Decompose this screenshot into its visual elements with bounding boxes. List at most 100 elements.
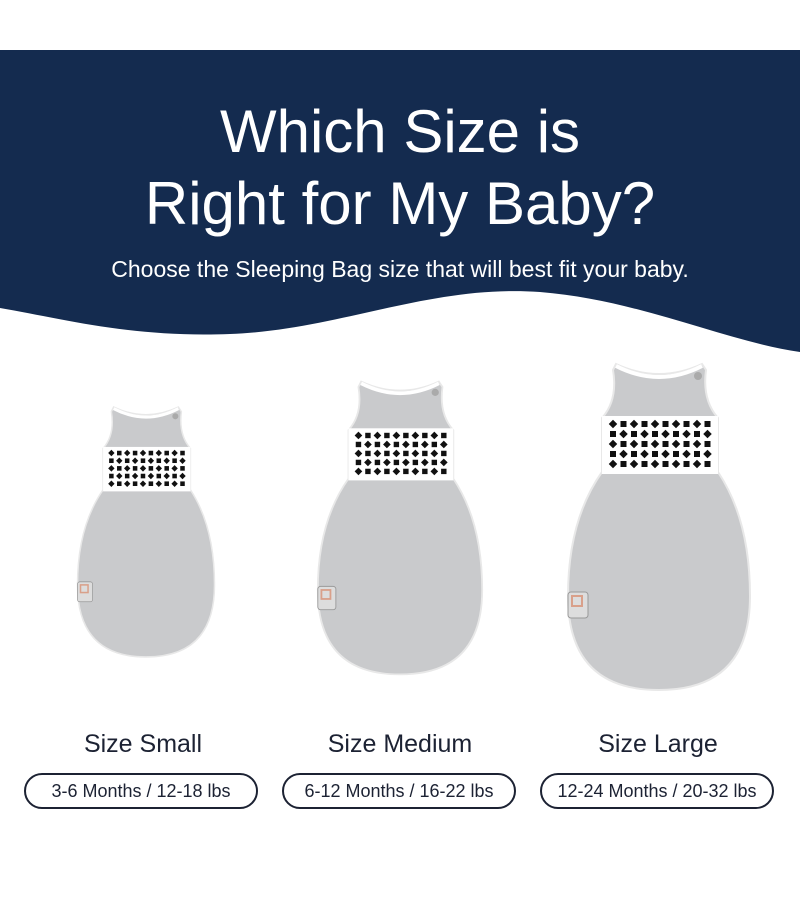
band-pattern-square — [164, 466, 169, 471]
band-pattern-square — [164, 450, 169, 456]
band-pattern-diamond — [139, 449, 147, 457]
band-pattern-square — [662, 461, 669, 467]
size-large-label: Size Large — [598, 730, 718, 758]
header-banner — [0, 50, 800, 352]
band-pattern-square — [704, 441, 711, 447]
band-pattern-square — [422, 468, 428, 475]
band-pattern-square — [393, 459, 400, 466]
band-pattern-diamond — [682, 449, 691, 459]
band-pattern-diamond — [640, 449, 649, 459]
band-pattern-diamond — [116, 457, 123, 464]
band-pattern-square — [140, 458, 146, 464]
band-pattern-square — [631, 431, 637, 437]
band-pattern-square — [662, 441, 669, 447]
band-pattern-square — [641, 421, 648, 427]
band-pattern-square — [164, 481, 169, 487]
size-large-range-badge: 12-24 Months / 20-32 lbs — [540, 773, 774, 809]
band-pattern-square — [132, 450, 138, 456]
band-pattern-square — [403, 468, 409, 475]
bag-band — [348, 428, 454, 481]
band-pattern-square — [124, 458, 130, 464]
page-subtitle: Choose the Sleeping Bag size that will b… — [111, 256, 689, 282]
band-pattern-square — [694, 451, 700, 457]
band-pattern-square — [441, 432, 447, 439]
band-pattern-diamond — [650, 439, 660, 449]
bag-neckline — [360, 381, 440, 396]
band-pattern-square — [148, 450, 154, 456]
band-pattern-square — [365, 450, 371, 457]
band-pattern-diamond — [108, 449, 115, 457]
band-pattern-square — [441, 468, 447, 475]
band-pattern-square — [683, 421, 690, 427]
band-pattern-diamond — [682, 429, 691, 439]
band-pattern-diamond — [147, 457, 155, 464]
band-pattern-diamond — [171, 465, 178, 472]
band-pattern-square — [610, 431, 616, 437]
band-pattern-square — [148, 466, 154, 471]
band-pattern-square — [620, 441, 627, 447]
band-pattern-square — [673, 431, 679, 437]
band-pattern-square — [117, 450, 122, 456]
band-pattern-diamond — [123, 449, 131, 457]
band-pattern-square — [384, 468, 390, 475]
bag-band — [103, 446, 191, 492]
band-pattern-diamond — [703, 429, 712, 439]
brand-logo-mark — [79, 584, 89, 594]
band-pattern-diamond — [179, 472, 186, 480]
page-title-line-2: Right for My Baby? — [144, 170, 656, 237]
band-pattern-square — [431, 441, 438, 448]
page-title-line-1: Which Size is — [219, 98, 581, 165]
band-pattern-square — [441, 450, 447, 457]
band-pattern-diamond — [155, 449, 162, 457]
band-pattern-square — [124, 473, 130, 479]
band-pattern-square — [180, 481, 185, 487]
band-pattern-square — [172, 458, 177, 464]
band-pattern-square — [620, 461, 627, 467]
band-pattern-diamond — [692, 459, 702, 469]
band-pattern-square — [156, 458, 162, 464]
band-pattern-square — [374, 441, 381, 448]
band-pattern-diamond — [155, 465, 162, 472]
band-pattern-square — [365, 432, 371, 439]
band-pattern-diamond — [179, 457, 186, 464]
bag-neckline — [112, 407, 180, 419]
band-pattern-diamond — [703, 449, 712, 459]
band-pattern-square — [610, 451, 616, 457]
band-pattern-square — [384, 432, 390, 439]
band-pattern-square — [422, 450, 428, 457]
band-pattern-square — [132, 481, 138, 487]
band-pattern-diamond — [171, 480, 178, 487]
band-pattern-square — [117, 481, 122, 487]
band-pattern-square — [156, 473, 162, 479]
band-pattern-square — [355, 441, 362, 448]
band-pattern-square — [148, 481, 154, 487]
band-pattern-diamond — [661, 449, 670, 459]
sleeping-bag-large-image — [566, 360, 752, 694]
shoulder-snap-icon — [694, 372, 702, 380]
band-pattern-square — [132, 466, 138, 471]
band-pattern-square — [140, 473, 146, 479]
size-small-label: Size Small — [83, 730, 203, 758]
band-pattern-square — [683, 441, 690, 447]
band-pattern-diamond — [116, 472, 123, 480]
size-medium-range-badge: 6-12 Months / 16-22 lbs — [282, 773, 516, 809]
band-pattern-diamond — [629, 459, 639, 469]
band-pattern-square — [403, 450, 409, 457]
band-pattern-square — [704, 421, 711, 427]
band-pattern-square — [683, 461, 690, 467]
band-pattern-square — [180, 466, 185, 471]
band-pattern-diamond — [171, 449, 178, 457]
band-pattern-square — [384, 450, 390, 457]
band-pattern-diamond — [650, 459, 660, 469]
band-pattern-square — [393, 441, 400, 448]
band-pattern-diamond — [147, 472, 155, 480]
band-pattern-square — [631, 451, 637, 457]
shoulder-snap-icon — [431, 388, 439, 396]
band-pattern-square — [117, 466, 122, 471]
bag-band — [602, 416, 718, 474]
band-pattern-square — [673, 451, 679, 457]
shoulder-snap-icon — [172, 413, 179, 420]
band-pattern-square — [662, 421, 669, 427]
band-pattern-square — [412, 441, 419, 448]
bag-body — [566, 362, 752, 692]
